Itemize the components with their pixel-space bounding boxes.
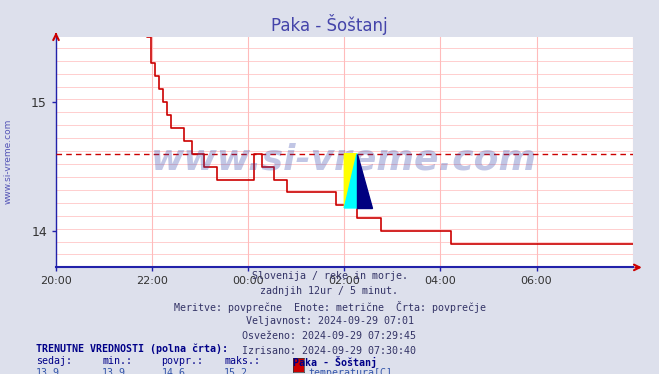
Text: www.si-vreme.com: www.si-vreme.com (3, 118, 13, 203)
Text: Meritve: povprečne  Enote: metrične  Črta: povprečje: Meritve: povprečne Enote: metrične Črta:… (173, 301, 486, 313)
Polygon shape (357, 154, 372, 208)
Text: min.:: min.: (102, 356, 132, 366)
Text: temperatura[C]: temperatura[C] (308, 368, 392, 374)
Text: Osveženo: 2024-09-29 07:29:45: Osveženo: 2024-09-29 07:29:45 (243, 331, 416, 341)
Text: povpr.:: povpr.: (161, 356, 204, 366)
Text: Slovenija / reke in morje.: Slovenija / reke in morje. (252, 271, 407, 281)
Text: Izrisano: 2024-09-29 07:30:40: Izrisano: 2024-09-29 07:30:40 (243, 346, 416, 356)
Text: zadnjih 12ur / 5 minut.: zadnjih 12ur / 5 minut. (260, 286, 399, 296)
Text: 14,6: 14,6 (161, 368, 185, 374)
Text: Paka - Šoštanj: Paka - Šoštanj (293, 356, 377, 368)
Text: Paka - Šoštanj: Paka - Šoštanj (272, 14, 387, 35)
Polygon shape (344, 154, 357, 208)
Text: 13,9: 13,9 (36, 368, 60, 374)
Text: 15,2: 15,2 (224, 368, 248, 374)
Text: Veljavnost: 2024-09-29 07:01: Veljavnost: 2024-09-29 07:01 (246, 316, 413, 326)
Polygon shape (344, 154, 357, 208)
Text: TRENUTNE VREDNOSTI (polna črta):: TRENUTNE VREDNOSTI (polna črta): (36, 343, 228, 354)
Text: www.si-vreme.com: www.si-vreme.com (152, 142, 537, 176)
Text: sedaj:: sedaj: (36, 356, 72, 366)
Text: maks.:: maks.: (224, 356, 260, 366)
Text: 13,9: 13,9 (102, 368, 126, 374)
